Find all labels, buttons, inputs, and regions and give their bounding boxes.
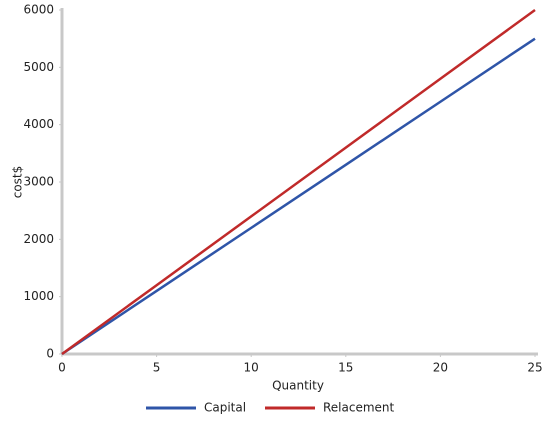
series-line [61,8,536,356]
x-tick-label: 15 [338,361,353,375]
x-tick-label: 10 [244,361,259,375]
y-tick-label: 2000 [23,232,54,246]
x-tick-label: 5 [153,361,161,375]
y-tick-label: 3000 [23,175,54,189]
y-tick-label: 1000 [23,289,54,303]
legend-label: Relacement [323,401,395,415]
y-tick-label: 4000 [23,117,54,131]
series-line [61,37,536,356]
y-tick-label: 5000 [23,60,54,74]
y-tick-label: 0 [46,347,54,361]
x-tick-label: 0 [58,361,66,375]
x-tick-label: 20 [433,361,448,375]
y-tick-label: 6000 [23,3,54,17]
y-axis-label: cost$ [11,166,25,199]
legend-label: Capital [204,401,246,415]
x-tick-label: 25 [527,361,542,375]
x-axis-label: Quantity [272,379,324,393]
